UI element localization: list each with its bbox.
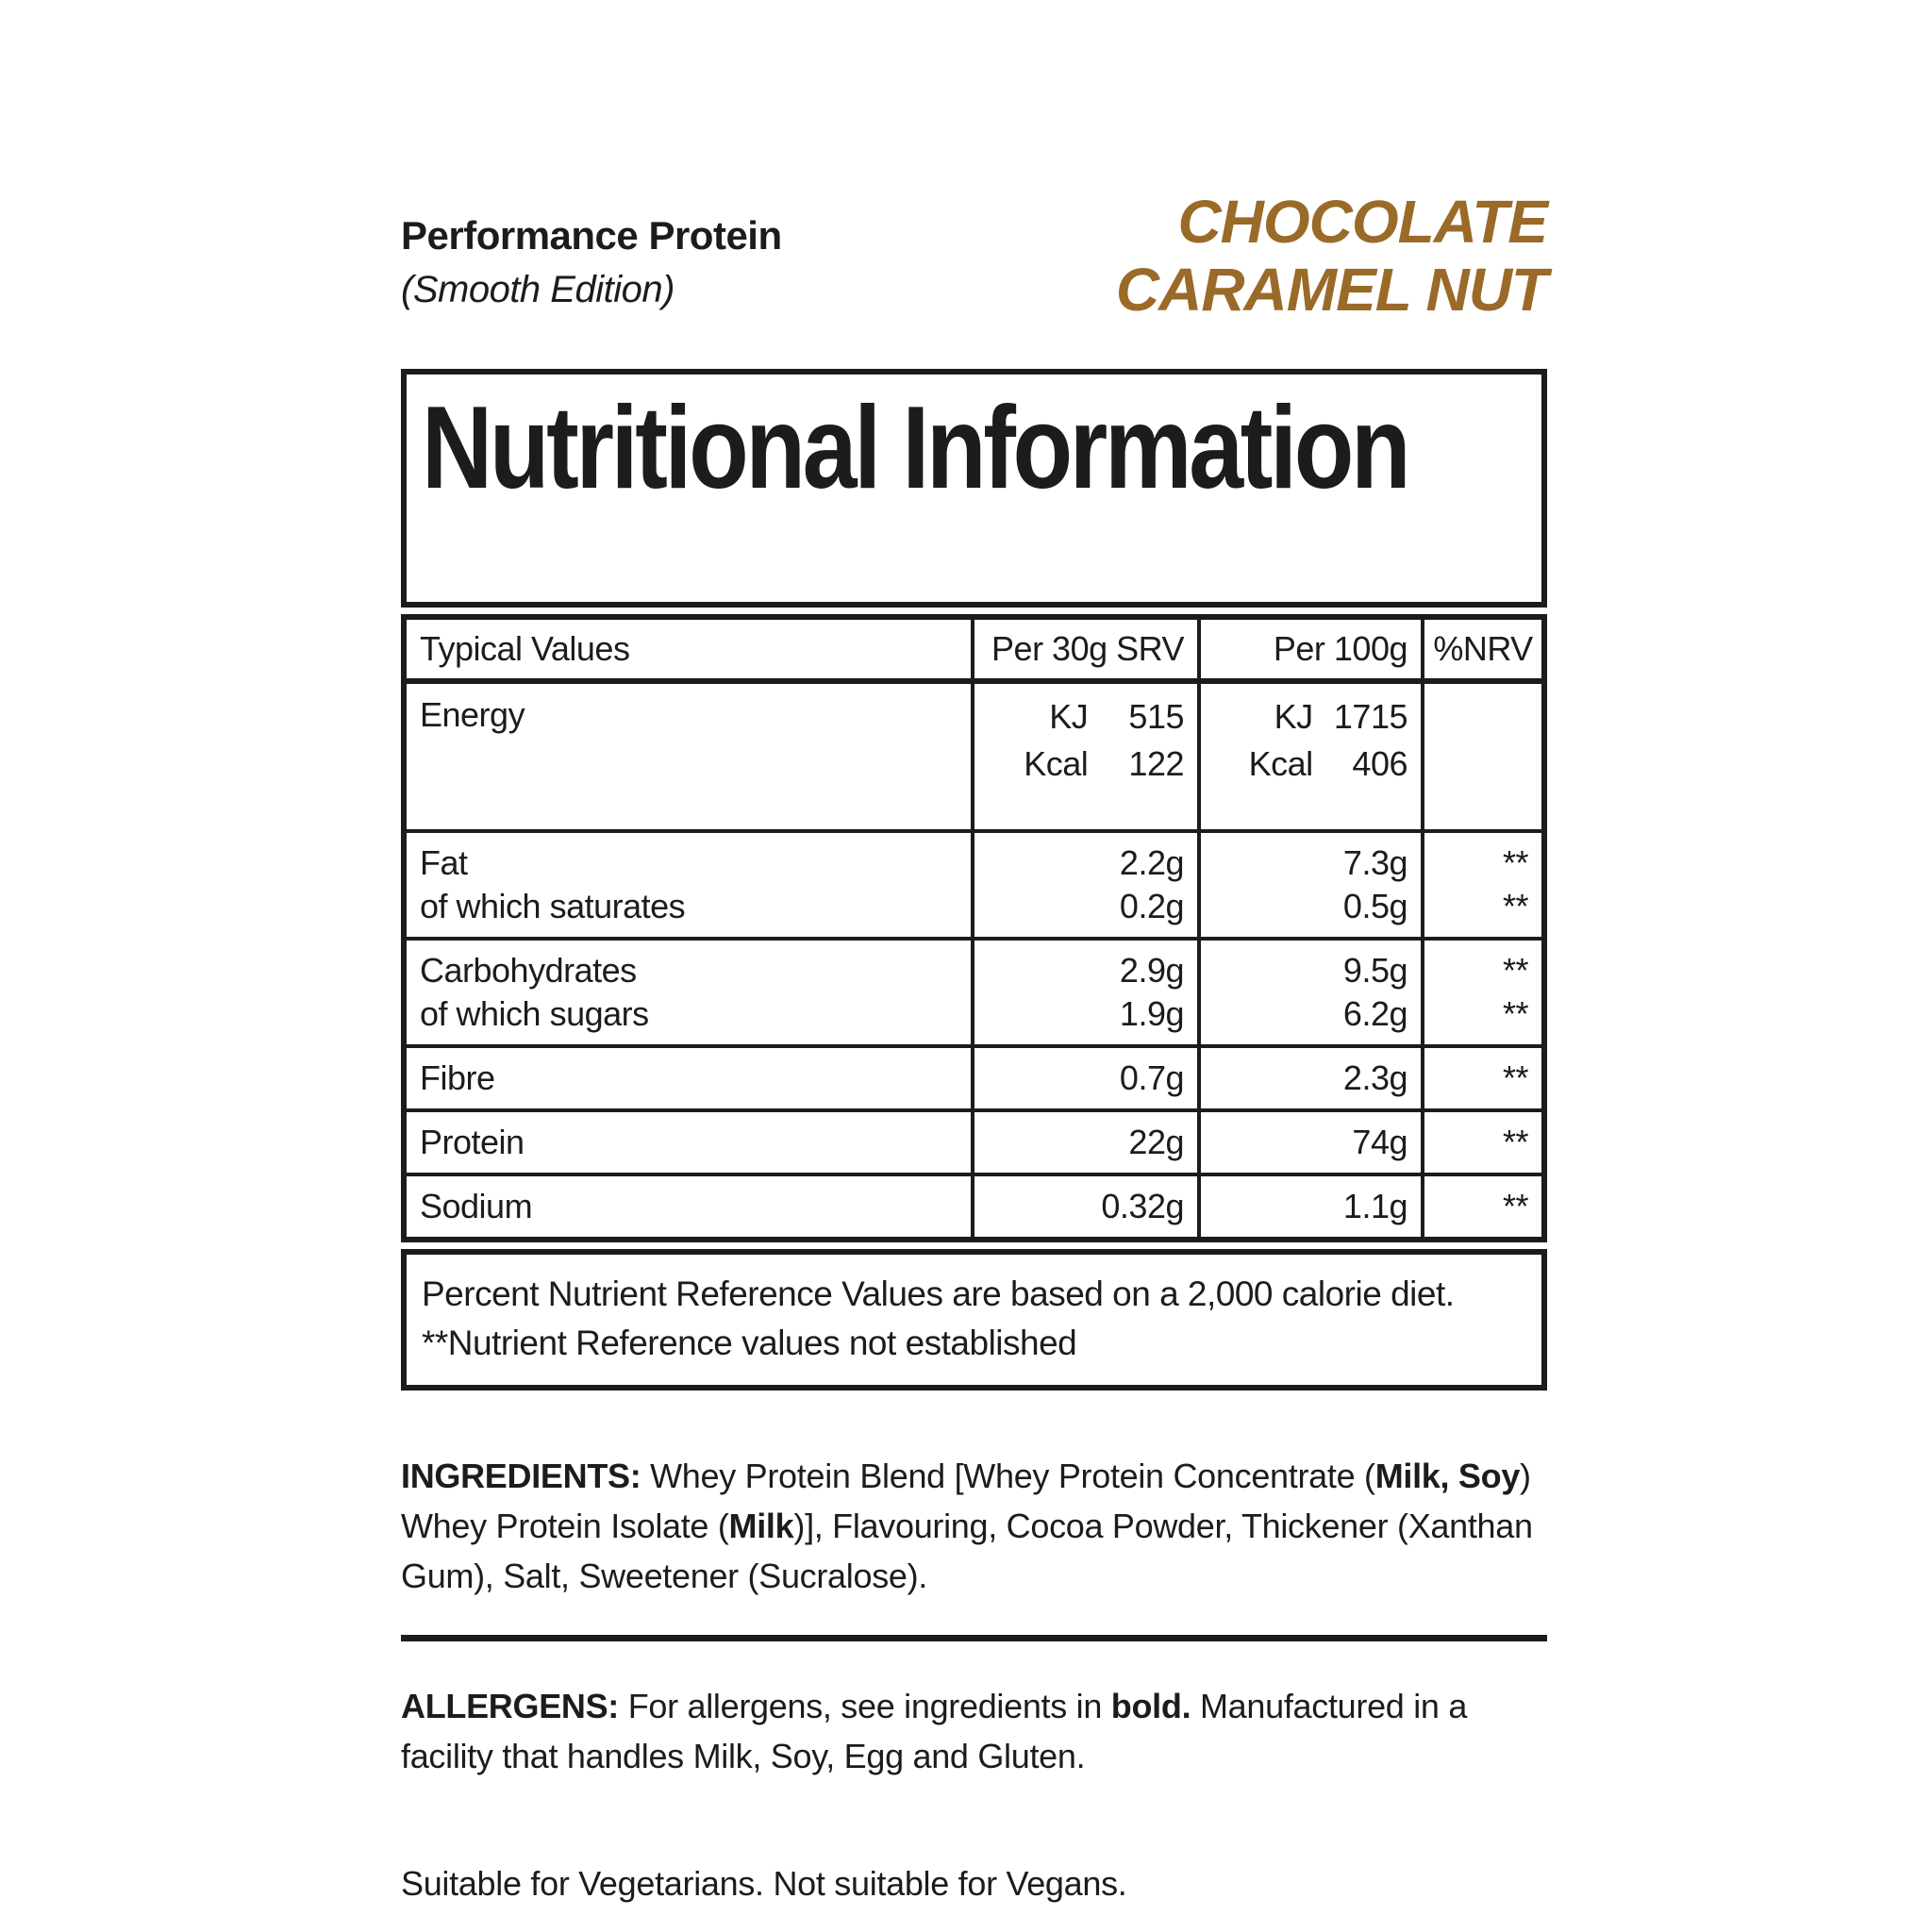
sugars-label: of which sugars xyxy=(420,994,649,1034)
fibre-nrv: ** xyxy=(1421,1048,1541,1109)
label-header: Performance Protein (Smooth Edition) CHO… xyxy=(401,188,1548,324)
section-divider xyxy=(401,1635,1547,1642)
label-content: Performance Protein (Smooth Edition) CHO… xyxy=(401,0,1548,1904)
energy-per100-kj-unit: KJ xyxy=(1274,697,1314,737)
table-header-row: Typical Values Per 30g SRV Per 100g %NRV xyxy=(407,620,1541,681)
product-block: Performance Protein (Smooth Edition) xyxy=(401,212,782,311)
energy-srv-kj-unit: KJ xyxy=(1049,697,1089,737)
column-header-typical-values: Typical Values xyxy=(420,629,630,669)
saturates-per100: 0.5g xyxy=(1342,887,1408,926)
table-row-fibre: Fibre 0.7g 2.3g ** xyxy=(407,1044,1541,1109)
allergens-paragraph: ALLERGENS: For allergens, see ingredient… xyxy=(401,1687,1468,1776)
energy-label: Energy xyxy=(420,695,525,735)
allergens-heading: ALLERGENS: xyxy=(401,1687,628,1726)
allergen-milk-soy: Milk, Soy xyxy=(1374,1457,1521,1496)
fibre-label: Fibre xyxy=(420,1058,495,1098)
energy-per100-kcal-value: 406 xyxy=(1352,744,1407,784)
product-name: Performance Protein xyxy=(401,213,782,258)
allergen-milk: Milk xyxy=(728,1507,794,1546)
table-row-carbohydrates: Carbohydrates of which sugars 2.9g 1.9g … xyxy=(407,937,1541,1045)
footnote-not-established: **Nutrient Reference values not establis… xyxy=(422,1324,1077,1363)
carbohydrates-srv: 2.9g xyxy=(1119,951,1185,991)
energy-nrv-cell xyxy=(1421,684,1541,830)
table-row-fat: Fat of which saturates 2.2g 0.2g 7.3g 0.… xyxy=(407,829,1541,938)
flavor-line-1: CHOCOLATE xyxy=(1177,188,1548,256)
bold-word: bold. xyxy=(1110,1687,1191,1726)
fat-srv: 2.2g xyxy=(1119,843,1185,883)
carbohydrates-per100: 9.5g xyxy=(1342,951,1408,991)
energy-srv-kj-value: 515 xyxy=(1128,697,1184,737)
footnote-nrv-basis: Percent Nutrient Reference Values are ba… xyxy=(422,1274,1455,1314)
column-header-per-30g: Per 30g SRV xyxy=(971,620,1197,679)
nutrition-title: Nutritional Information xyxy=(422,383,1411,514)
energy-per100-cell: KJ 1715 Kcal 406 xyxy=(1197,684,1421,830)
nutrition-title-box: Nutritional Information xyxy=(401,369,1547,608)
energy-srv-kcal-unit: Kcal xyxy=(1024,744,1089,784)
sodium-per100: 1.1g xyxy=(1197,1176,1421,1238)
carbohydrates-nrv: ** xyxy=(1502,951,1529,991)
sodium-nrv: ** xyxy=(1421,1176,1541,1238)
protein-label: Protein xyxy=(420,1123,525,1162)
fat-label: Fat xyxy=(420,843,468,883)
flavor-name: CHOCOLATE CARAMEL NUT xyxy=(1115,188,1548,324)
column-header-per-100g: Per 100g xyxy=(1197,620,1421,679)
protein-per100: 74g xyxy=(1197,1112,1421,1174)
sodium-label: Sodium xyxy=(420,1187,533,1226)
saturates-label: of which saturates xyxy=(420,887,686,926)
carbohydrates-label: Carbohydrates xyxy=(420,951,637,991)
sugars-srv: 1.9g xyxy=(1119,994,1185,1034)
sodium-srv: 0.32g xyxy=(971,1176,1197,1238)
product-edition: (Smooth Edition) xyxy=(401,269,675,311)
saturates-srv: 0.2g xyxy=(1119,887,1185,926)
ingredients-paragraph: INGREDIENTS: Whey Protein Blend [Whey Pr… xyxy=(401,1457,1533,1596)
table-row-protein: Protein 22g 74g ** xyxy=(407,1108,1541,1174)
energy-srv-cell: KJ 515 Kcal 122 xyxy=(971,684,1197,830)
fat-per100: 7.3g xyxy=(1342,843,1408,883)
suitability-note: Suitable for Vegetarians. Not suitable f… xyxy=(401,1864,1127,1904)
protein-nrv: ** xyxy=(1421,1112,1541,1174)
column-header-nrv: %NRV xyxy=(1421,620,1541,679)
energy-per100-kcal-unit: Kcal xyxy=(1248,744,1314,784)
energy-per100-kj-value: 1715 xyxy=(1333,697,1408,737)
table-row-energy: Energy KJ 515 Kcal 122 KJ 1715 xyxy=(407,680,1541,830)
fat-nrv: ** xyxy=(1502,843,1529,883)
table-footnotes-box: Percent Nutrient Reference Values are ba… xyxy=(401,1249,1547,1391)
flavor-line-2: CARAMEL NUT xyxy=(1115,255,1548,324)
ingredients-heading: INGREDIENTS: xyxy=(401,1457,651,1496)
table-row-sodium: Sodium 0.32g 1.1g ** xyxy=(407,1173,1541,1238)
sugars-per100: 6.2g xyxy=(1342,994,1408,1034)
protein-srv: 22g xyxy=(971,1112,1197,1174)
energy-srv-kcal-value: 122 xyxy=(1128,744,1184,784)
sugars-nrv: ** xyxy=(1502,994,1529,1034)
saturates-nrv: ** xyxy=(1502,887,1529,926)
fibre-srv: 0.7g xyxy=(971,1048,1197,1109)
nutrition-table: Typical Values Per 30g SRV Per 100g %NRV… xyxy=(401,614,1547,1243)
fibre-per100: 2.3g xyxy=(1197,1048,1421,1109)
